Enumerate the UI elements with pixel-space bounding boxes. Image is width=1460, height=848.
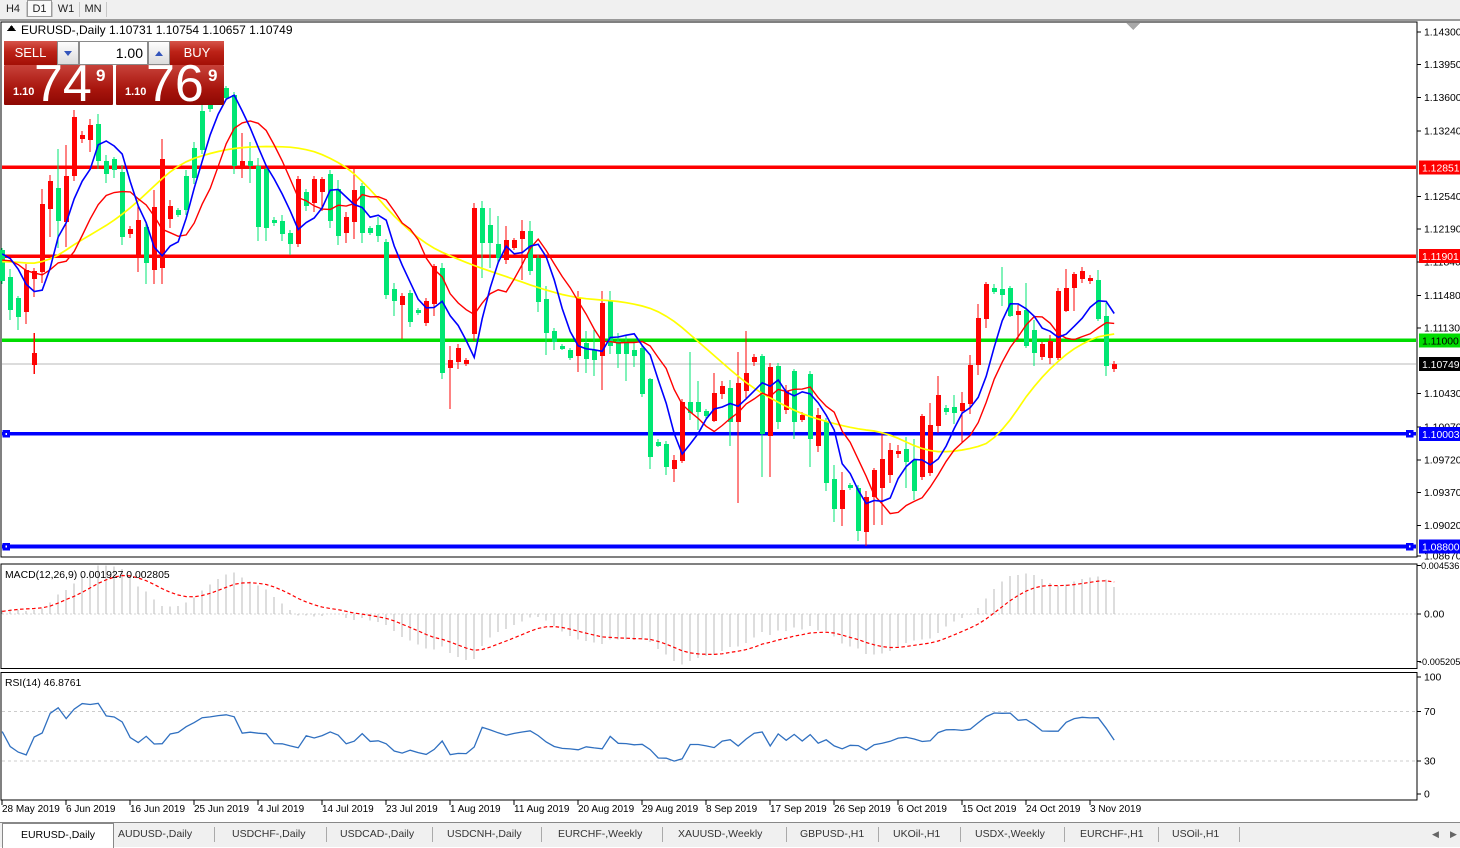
svg-text:24 Oct 2019: 24 Oct 2019 <box>1026 804 1081 815</box>
svg-text:100: 100 <box>1424 673 1442 684</box>
svg-text:1.10749: 1.10749 <box>1422 360 1460 371</box>
svg-text:0.00: 0.00 <box>1424 610 1444 621</box>
svg-text:1.09720: 1.09720 <box>1424 455 1460 466</box>
svg-text:6 Oct 2019: 6 Oct 2019 <box>898 804 947 815</box>
svg-text:1.13600: 1.13600 <box>1424 93 1460 104</box>
svg-text:6 Jun 2019: 6 Jun 2019 <box>66 804 116 815</box>
svg-text:0.004536: 0.004536 <box>1421 561 1459 571</box>
svg-text:4 Jul 2019: 4 Jul 2019 <box>258 804 305 815</box>
svg-text:11 Aug 2019: 11 Aug 2019 <box>514 804 570 815</box>
svg-text:1.14300: 1.14300 <box>1424 27 1460 38</box>
svg-text:EURUSD-,Daily 1.10731 1.10754: EURUSD-,Daily 1.10731 1.10754 1.10657 1.… <box>21 23 293 37</box>
svg-text:1.10003: 1.10003 <box>1422 430 1460 441</box>
svg-text:1.08800: 1.08800 <box>1422 543 1460 554</box>
svg-text:1.08670: 1.08670 <box>1424 552 1460 563</box>
svg-text:0: 0 <box>1424 789 1430 800</box>
svg-text:26 Sep 2019: 26 Sep 2019 <box>834 804 891 815</box>
svg-text:1.12190: 1.12190 <box>1424 225 1460 236</box>
svg-text:3 Nov 2019: 3 Nov 2019 <box>1090 804 1142 815</box>
svg-text:MACD(12,26,9) 0.001927 0.00280: MACD(12,26,9) 0.001927 0.002805 <box>5 570 170 581</box>
svg-text:1.09020: 1.09020 <box>1424 521 1460 532</box>
svg-text:RSI(14) 46.8761: RSI(14) 46.8761 <box>5 678 81 689</box>
svg-text:-0.005205: -0.005205 <box>1419 657 1460 667</box>
svg-text:1.13950: 1.13950 <box>1424 60 1460 71</box>
svg-text:25 Jun 2019: 25 Jun 2019 <box>194 804 249 815</box>
svg-text:1.11000: 1.11000 <box>1422 336 1459 347</box>
svg-text:1 Aug 2019: 1 Aug 2019 <box>450 804 501 815</box>
svg-text:70: 70 <box>1424 707 1436 718</box>
svg-text:30: 30 <box>1424 756 1436 767</box>
svg-text:1.11901: 1.11901 <box>1422 252 1459 263</box>
svg-text:1.12851: 1.12851 <box>1422 163 1460 174</box>
svg-text:1.13240: 1.13240 <box>1424 127 1460 138</box>
svg-text:1.11130: 1.11130 <box>1424 324 1460 335</box>
svg-text:1.09370: 1.09370 <box>1424 488 1460 499</box>
svg-text:8 Sep 2019: 8 Sep 2019 <box>706 804 758 815</box>
svg-text:15 Oct 2019: 15 Oct 2019 <box>962 804 1017 815</box>
svg-text:1.10430: 1.10430 <box>1424 389 1460 400</box>
svg-text:1.11480: 1.11480 <box>1424 291 1460 302</box>
svg-text:17 Sep 2019: 17 Sep 2019 <box>770 804 827 815</box>
svg-text:16 Jun 2019: 16 Jun 2019 <box>130 804 185 815</box>
svg-text:20 Aug 2019: 20 Aug 2019 <box>578 804 635 815</box>
svg-text:14 Jul 2019: 14 Jul 2019 <box>322 804 374 815</box>
svg-text:1.12540: 1.12540 <box>1424 192 1460 203</box>
svg-text:23 Jul 2019: 23 Jul 2019 <box>386 804 438 815</box>
svg-text:28 May 2019: 28 May 2019 <box>2 804 60 815</box>
svg-text:29 Aug 2019: 29 Aug 2019 <box>642 804 699 815</box>
